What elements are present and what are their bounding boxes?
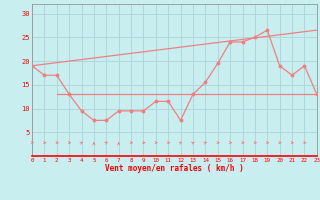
X-axis label: Vent moyen/en rafales ( km/h ): Vent moyen/en rafales ( km/h ): [105, 164, 244, 173]
